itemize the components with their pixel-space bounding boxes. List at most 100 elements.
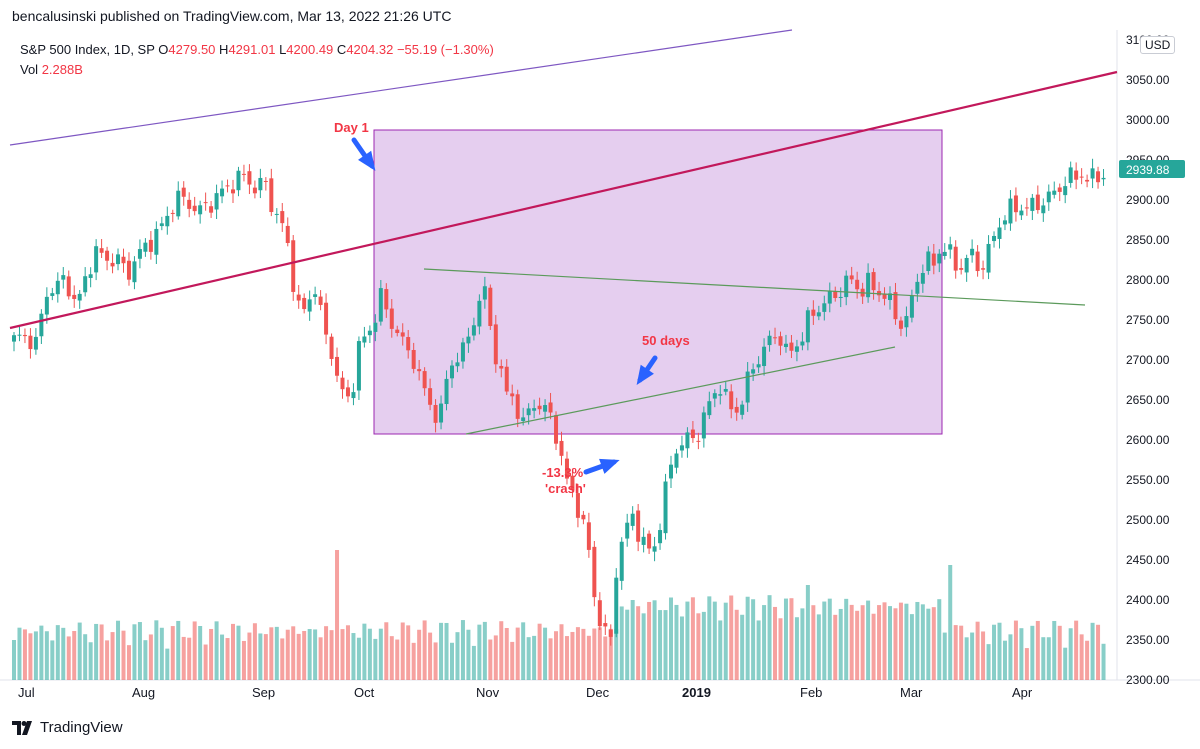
candle-body (619, 541, 624, 581)
candle-body (1041, 205, 1046, 214)
volume-bar (871, 613, 876, 680)
volume-bar (652, 600, 657, 680)
candle-body (888, 293, 892, 301)
volume-bar (17, 627, 22, 680)
volume-bar (329, 630, 334, 680)
candle-body (220, 188, 225, 197)
candle-body (740, 404, 745, 415)
candle-body (417, 369, 422, 372)
volume-bar (1030, 625, 1035, 680)
volume-bar (816, 614, 821, 680)
candle-body (559, 440, 564, 456)
candle-body (209, 206, 214, 213)
volume-bar (948, 565, 953, 680)
candle-body (855, 279, 860, 290)
volume-bar (1068, 628, 1073, 680)
descending-trendline (423, 268, 1086, 306)
candle-body (198, 205, 203, 215)
candle-body (926, 251, 931, 272)
volume-bar (723, 602, 728, 680)
chart-legend: S&P 500 Index, 1D, SP O4279.50 H4291.01 … (20, 40, 494, 80)
candle-body (959, 268, 964, 270)
candle-body (356, 341, 361, 391)
last-price-badge (1119, 160, 1185, 178)
change-value: −55.19 (−1.30%) (396, 42, 494, 57)
volume-bar (231, 623, 235, 680)
time-axis[interactable]: Jul Aug Sep Oct Nov Dec 2019 Feb Mar Apr (18, 685, 1033, 700)
candle-body (729, 391, 734, 410)
candle-body (526, 408, 531, 416)
volume-bar (718, 620, 723, 680)
volume-bar (986, 644, 991, 680)
candle-body (83, 276, 88, 293)
candle-body (904, 316, 909, 328)
volume-bar (970, 632, 975, 680)
candle-body (105, 250, 110, 261)
x-tick-label: Oct (354, 685, 375, 700)
candle-body (970, 248, 975, 256)
candle-body (696, 440, 701, 442)
volume-bar (543, 627, 548, 680)
volume-bar (263, 634, 268, 680)
candle-body (816, 312, 821, 317)
volume-bar (1035, 620, 1040, 680)
candle-body (307, 299, 312, 312)
volume-bar (137, 622, 142, 680)
volume-bar (225, 638, 230, 680)
candle-body (121, 256, 126, 264)
volume-bar (181, 636, 186, 680)
candle-body (400, 332, 405, 337)
volume-bar (915, 601, 920, 680)
candle-body (614, 577, 619, 634)
volume-bar (838, 608, 843, 680)
volume-bar (28, 633, 33, 680)
candle-body (510, 393, 515, 397)
candle-body (170, 212, 175, 214)
candle-body (340, 377, 345, 390)
volume-value: 2.288B (41, 62, 83, 77)
candle-body (455, 362, 460, 367)
candle-body (269, 178, 274, 213)
volume-bar (1079, 634, 1084, 680)
day1-arrow-head (358, 150, 376, 171)
candle-body (718, 394, 723, 396)
candle-body (384, 289, 389, 310)
volume-bar (236, 625, 241, 680)
brand-name: TradingView (40, 719, 123, 736)
volume-bar (428, 632, 433, 680)
candle-body (521, 417, 526, 421)
candle-body (329, 336, 334, 359)
candle-body (247, 171, 252, 185)
volume-bar (521, 622, 526, 680)
candle-body (931, 253, 936, 266)
candle-body (335, 356, 340, 376)
volume-bar (345, 625, 350, 680)
price-axis[interactable]: 2300.00 2350.00 2400.00 2450.00 2500.00 2550.… (1119, 33, 1185, 687)
volume-bar (537, 623, 542, 680)
candle-body (997, 227, 1002, 239)
candle-body (504, 366, 509, 392)
candle-body (477, 300, 482, 327)
volume-bar (1013, 620, 1018, 680)
volume-bar (882, 602, 887, 680)
currency-button[interactable]: USD (1140, 36, 1176, 54)
footer-brand[interactable]: TradingView (12, 719, 123, 736)
x-tick-label: Sep (252, 685, 275, 700)
candle-body (805, 310, 810, 343)
candle-body (575, 493, 580, 518)
candle-body (148, 239, 153, 252)
symbol-title[interactable]: S&P 500 Index, 1D, SP (20, 42, 155, 57)
candle-body (159, 223, 164, 227)
candle-body (302, 297, 307, 310)
y-tick-label: 2450.00 (1126, 553, 1170, 567)
candle-body (981, 268, 986, 270)
volume-bar (187, 637, 192, 680)
candle-body (532, 408, 537, 411)
candle-body (734, 406, 739, 413)
y-tick-label: 2800.00 (1126, 273, 1170, 287)
candle-body (488, 287, 493, 326)
candle-body (214, 193, 219, 210)
candle-body (1101, 177, 1106, 180)
volume-bar (860, 605, 865, 680)
